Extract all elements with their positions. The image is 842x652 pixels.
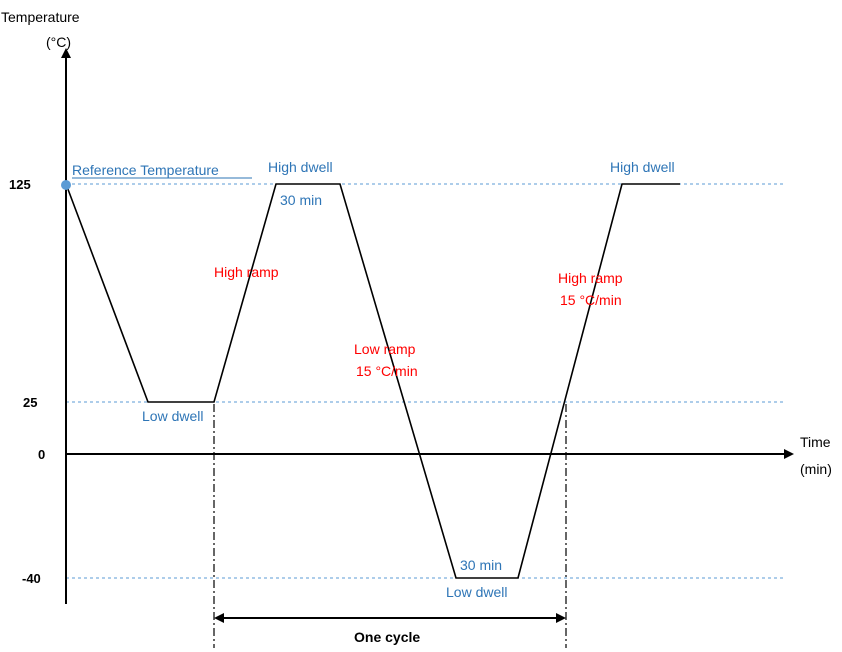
low-dwell-label-2: Low dwell bbox=[446, 584, 507, 600]
temperature-profile bbox=[65, 183, 680, 579]
high-dwell-label-2: High dwell bbox=[610, 159, 675, 175]
tick-label-125: 125 bbox=[9, 177, 31, 192]
low-ramp-rate: 15 °C/min bbox=[356, 363, 418, 379]
y-axis-unit: (°C) bbox=[46, 34, 71, 50]
low-ramp-label: Low ramp bbox=[354, 341, 416, 357]
x-axis-unit: (min) bbox=[800, 461, 832, 477]
y-axis-label: Temperature bbox=[1, 9, 80, 25]
x-axis-label: Time bbox=[800, 434, 831, 450]
reference-temperature-marker bbox=[61, 180, 71, 190]
high-ramp-label-1: High ramp bbox=[214, 264, 279, 280]
low-dwell-time-2: 30 min bbox=[460, 557, 502, 573]
high-dwell-time-1: 30 min bbox=[280, 192, 322, 208]
tick-label-minus40: -40 bbox=[22, 571, 41, 586]
high-ramp-label-2: High ramp bbox=[558, 270, 623, 286]
low-dwell-label-1: Low dwell bbox=[142, 408, 203, 424]
high-dwell-label-1: High dwell bbox=[268, 159, 333, 175]
tick-label-0: 0 bbox=[38, 447, 45, 462]
reference-temperature-label: Reference Temperature bbox=[72, 162, 219, 178]
tick-label-25: 25 bbox=[23, 395, 37, 410]
high-ramp-rate-2: 15 °C/min bbox=[560, 292, 622, 308]
one-cycle-label: One cycle bbox=[354, 629, 420, 645]
